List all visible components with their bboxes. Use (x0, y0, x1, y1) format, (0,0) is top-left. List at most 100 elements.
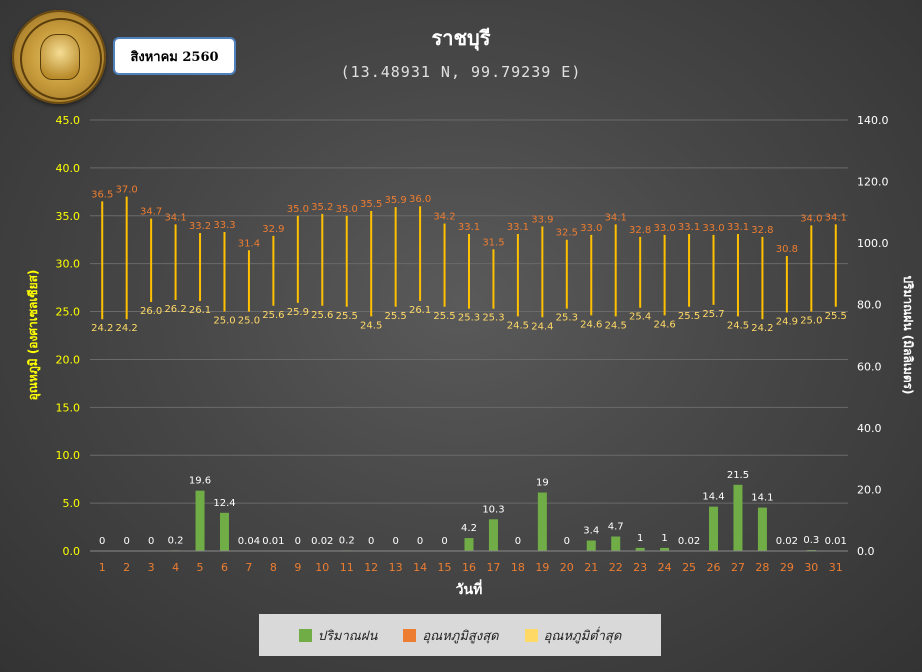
x-axis-tick-label: 28 (755, 561, 769, 574)
max-temp-label: 34.7 (140, 207, 162, 218)
right-axis-tick-label: 140.0 (857, 114, 889, 127)
month-label: สิงหาคม 2560 (130, 49, 219, 65)
x-axis-tick-label: 31 (829, 561, 843, 574)
legend-label-tmax: อุณหภูมิสูงสุด (422, 628, 499, 644)
station-coordinates: (13.48931 N, 99.79239 E) (340, 63, 582, 81)
x-axis-tick-label: 9 (294, 561, 301, 574)
min-temp-label: 24.6 (580, 319, 602, 330)
x-axis-tick-label: 8 (270, 561, 277, 574)
max-temp-label: 36.5 (91, 189, 113, 200)
rain-value-label: 0.3 (803, 535, 819, 546)
rain-value-label: 0.02 (311, 536, 333, 547)
x-axis-tick-label: 7 (245, 561, 252, 574)
max-temp-label: 35.2 (311, 202, 333, 213)
max-temp-label: 34.1 (825, 212, 847, 223)
x-axis-tick-label: 17 (486, 561, 500, 574)
x-axis-tick-label: 6 (221, 561, 228, 574)
rain-value-label: 0.01 (262, 536, 284, 547)
left-axis-tick-label: 5.0 (63, 497, 81, 510)
min-temp-label: 25.3 (556, 313, 578, 324)
max-temp-label: 35.5 (360, 199, 382, 210)
left-axis-tick-label: 10.0 (56, 449, 81, 462)
min-temp-label: 26.1 (189, 305, 211, 316)
x-axis-tick-label: 20 (560, 561, 574, 574)
rain-bar (488, 519, 498, 551)
left-axis-tick-label: 0.0 (63, 545, 81, 558)
legend-item-tmin: อุณหภูมิต่ำสุด (524, 625, 622, 646)
rain-value-label: 0 (148, 536, 154, 547)
rain-value-label: 0 (417, 536, 423, 547)
min-temp-label: 24.5 (360, 320, 382, 331)
min-temp-label: 25.0 (213, 316, 235, 327)
left-axis-tick-label: 35.0 (56, 210, 81, 223)
min-temp-label: 24.9 (776, 317, 798, 328)
x-axis-tick-label: 14 (413, 561, 427, 574)
x-axis-tick-label: 10 (315, 561, 329, 574)
min-temp-label: 24.6 (653, 319, 675, 330)
max-temp-label: 32.8 (629, 225, 651, 236)
x-axis-tick-label: 30 (804, 561, 818, 574)
max-temp-label: 34.1 (164, 212, 186, 223)
min-temp-label: 25.5 (385, 311, 407, 322)
left-axis-tick-label: 15.0 (56, 401, 81, 414)
rain-bar (660, 547, 670, 551)
max-temp-label: 32.9 (262, 224, 284, 235)
max-temp-label: 31.5 (482, 237, 504, 248)
max-temp-label: 30.8 (776, 244, 798, 255)
max-temp-label: 33.1 (727, 222, 749, 233)
x-axis-tick-label: 29 (780, 561, 794, 574)
min-temp-label: 25.3 (482, 313, 504, 324)
left-axis-tick-label: 25.0 (56, 306, 81, 319)
max-temp-label: 35.0 (287, 204, 309, 215)
x-axis-tick-label: 2 (123, 561, 130, 574)
right-axis-tick-label: 60.0 (857, 360, 882, 373)
max-temp-label: 33.0 (653, 223, 675, 234)
x-axis-tick-label: 19 (535, 561, 549, 574)
x-axis-tick-label: 11 (340, 561, 354, 574)
x-axis-tick-label: 23 (633, 561, 647, 574)
max-temp-label: 33.1 (678, 222, 700, 233)
legend-item-rain: ปริมาณฝน (298, 625, 378, 646)
rain-bar (464, 538, 474, 551)
right-axis-tick-label: 120.0 (857, 176, 889, 189)
x-axis-tick-label: 21 (584, 561, 598, 574)
rain-value-label: 0 (441, 536, 447, 547)
rain-value-label: 0 (99, 536, 105, 547)
min-temp-label: 26.0 (140, 306, 162, 317)
legend-label-rain: ปริมาณฝน (317, 628, 378, 644)
max-temp-label: 32.8 (751, 225, 773, 236)
max-temp-label: 31.4 (238, 238, 260, 249)
rain-value-label: 0.02 (678, 536, 700, 547)
max-temp-label: 33.9 (531, 214, 553, 225)
max-temp-label: 33.0 (580, 223, 602, 234)
max-temp-label: 33.0 (702, 223, 724, 234)
rain-value-label: 0 (368, 536, 374, 547)
rain-value-label: 0.2 (168, 535, 184, 546)
x-axis-tick-label: 12 (364, 561, 378, 574)
legend-swatch-rain (298, 628, 312, 642)
x-axis-tick-label: 24 (658, 561, 672, 574)
max-temp-label: 33.1 (507, 222, 529, 233)
min-temp-label: 25.3 (458, 313, 480, 324)
legend-swatch-tmax (403, 628, 417, 642)
max-temp-label: 34.1 (605, 212, 627, 223)
left-axis-tick-label: 40.0 (56, 162, 81, 175)
temperature-range-lines (101, 196, 837, 320)
x-axis-tick-label: 25 (682, 561, 696, 574)
rain-value-label: 1 (661, 533, 667, 544)
legend-item-tmax: อุณหภูมิสูงสุด (403, 625, 499, 646)
rain-value-label: 19.6 (189, 476, 211, 487)
left-axis-tick-label: 20.0 (56, 353, 81, 366)
rain-value-label: 0 (123, 536, 129, 547)
min-temp-label: 25.5 (336, 311, 358, 322)
max-temp-label: 35.9 (385, 195, 407, 206)
x-axis-tick-label: 26 (707, 561, 721, 574)
min-temp-label: 25.0 (238, 316, 260, 327)
station-title: ราชบุรี (431, 26, 491, 50)
max-temp-label: 35.0 (336, 204, 358, 215)
right-axis-title: ปริมาณฝน (มิลลิเมตร) (901, 275, 915, 394)
legend-label-tmin: อุณหภูมิต่ำสุด (543, 628, 622, 644)
rain-value-label: 10.3 (482, 504, 504, 515)
x-axis-tick-label: 22 (609, 561, 623, 574)
